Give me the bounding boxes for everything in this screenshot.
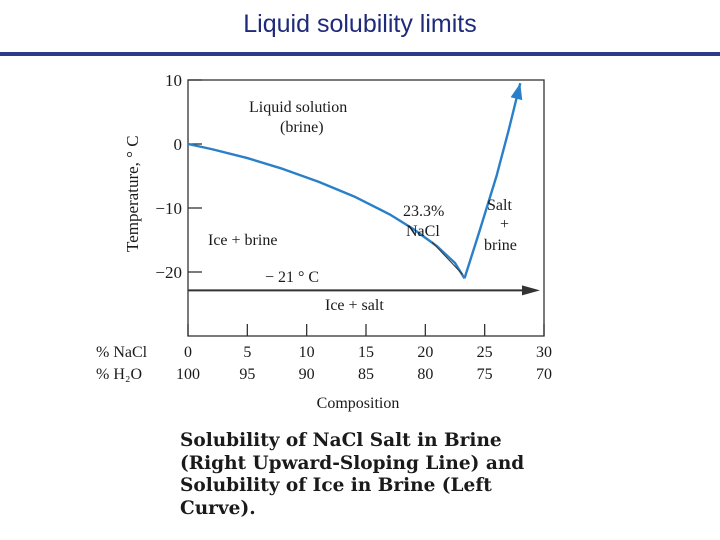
- y-tick-label: 10: [165, 71, 182, 90]
- region-label-plus: +: [500, 216, 509, 233]
- y-tick-label: −20: [155, 263, 182, 282]
- salt-solubility-line: [463, 82, 522, 279]
- region-label-salt: Salt: [487, 197, 512, 214]
- salt-line-arrowhead: [510, 83, 523, 101]
- x-tick-label: 90: [299, 366, 315, 383]
- x-tick-label: 5: [243, 344, 251, 361]
- phase-diagram-chart: 100−10−20 Temperature, ° C Composition L…: [96, 71, 552, 412]
- region-label-ice-brine: Ice + brine: [208, 232, 277, 249]
- x-tick-label: 0: [184, 344, 192, 361]
- annotation-percent: 23.3%: [403, 203, 444, 220]
- region-label-brine-right: brine: [484, 237, 517, 254]
- x-tick-label: 25: [477, 344, 493, 361]
- x-tick-label: 20: [417, 344, 433, 361]
- figure-caption: Solubility of NaCl Salt in Brine (Right …: [180, 430, 525, 519]
- x-row-label: % NaCl: [96, 344, 148, 361]
- x-tick-label: 30: [536, 344, 552, 361]
- x-tick-label: 70: [536, 366, 552, 383]
- region-label-ice-salt: Ice + salt: [325, 297, 384, 314]
- slide-title: Liquid solubility limits: [243, 10, 477, 38]
- region-label-brine: (brine): [280, 119, 324, 136]
- y-tick-label: 0: [174, 135, 183, 154]
- x-tick-label: 75: [477, 366, 493, 383]
- x-tick-label: 10: [299, 344, 315, 361]
- x-tick-label: 85: [358, 366, 374, 383]
- annotation-temperature: − 21 ° C: [265, 269, 319, 286]
- title-divider: [0, 52, 720, 56]
- y-tick-label: −10: [155, 199, 182, 218]
- eutectic-pointer-line: [431, 241, 463, 275]
- x-tick-label: 15: [358, 344, 374, 361]
- x-tick-label: 100: [176, 366, 200, 383]
- region-label-liquid: Liquid solution: [249, 99, 347, 116]
- x-row-label: % H₂O: [96, 366, 142, 383]
- ice-solubility-curve: [187, 142, 466, 280]
- xlabel: Composition: [317, 395, 400, 412]
- isotherm-arrowhead: [522, 285, 540, 296]
- annotation-nacl: NaCl: [406, 223, 440, 240]
- x-tick-label: 95: [239, 366, 255, 383]
- x-tick-label: 80: [417, 366, 433, 383]
- ylabel: Temperature, ° C: [123, 135, 142, 252]
